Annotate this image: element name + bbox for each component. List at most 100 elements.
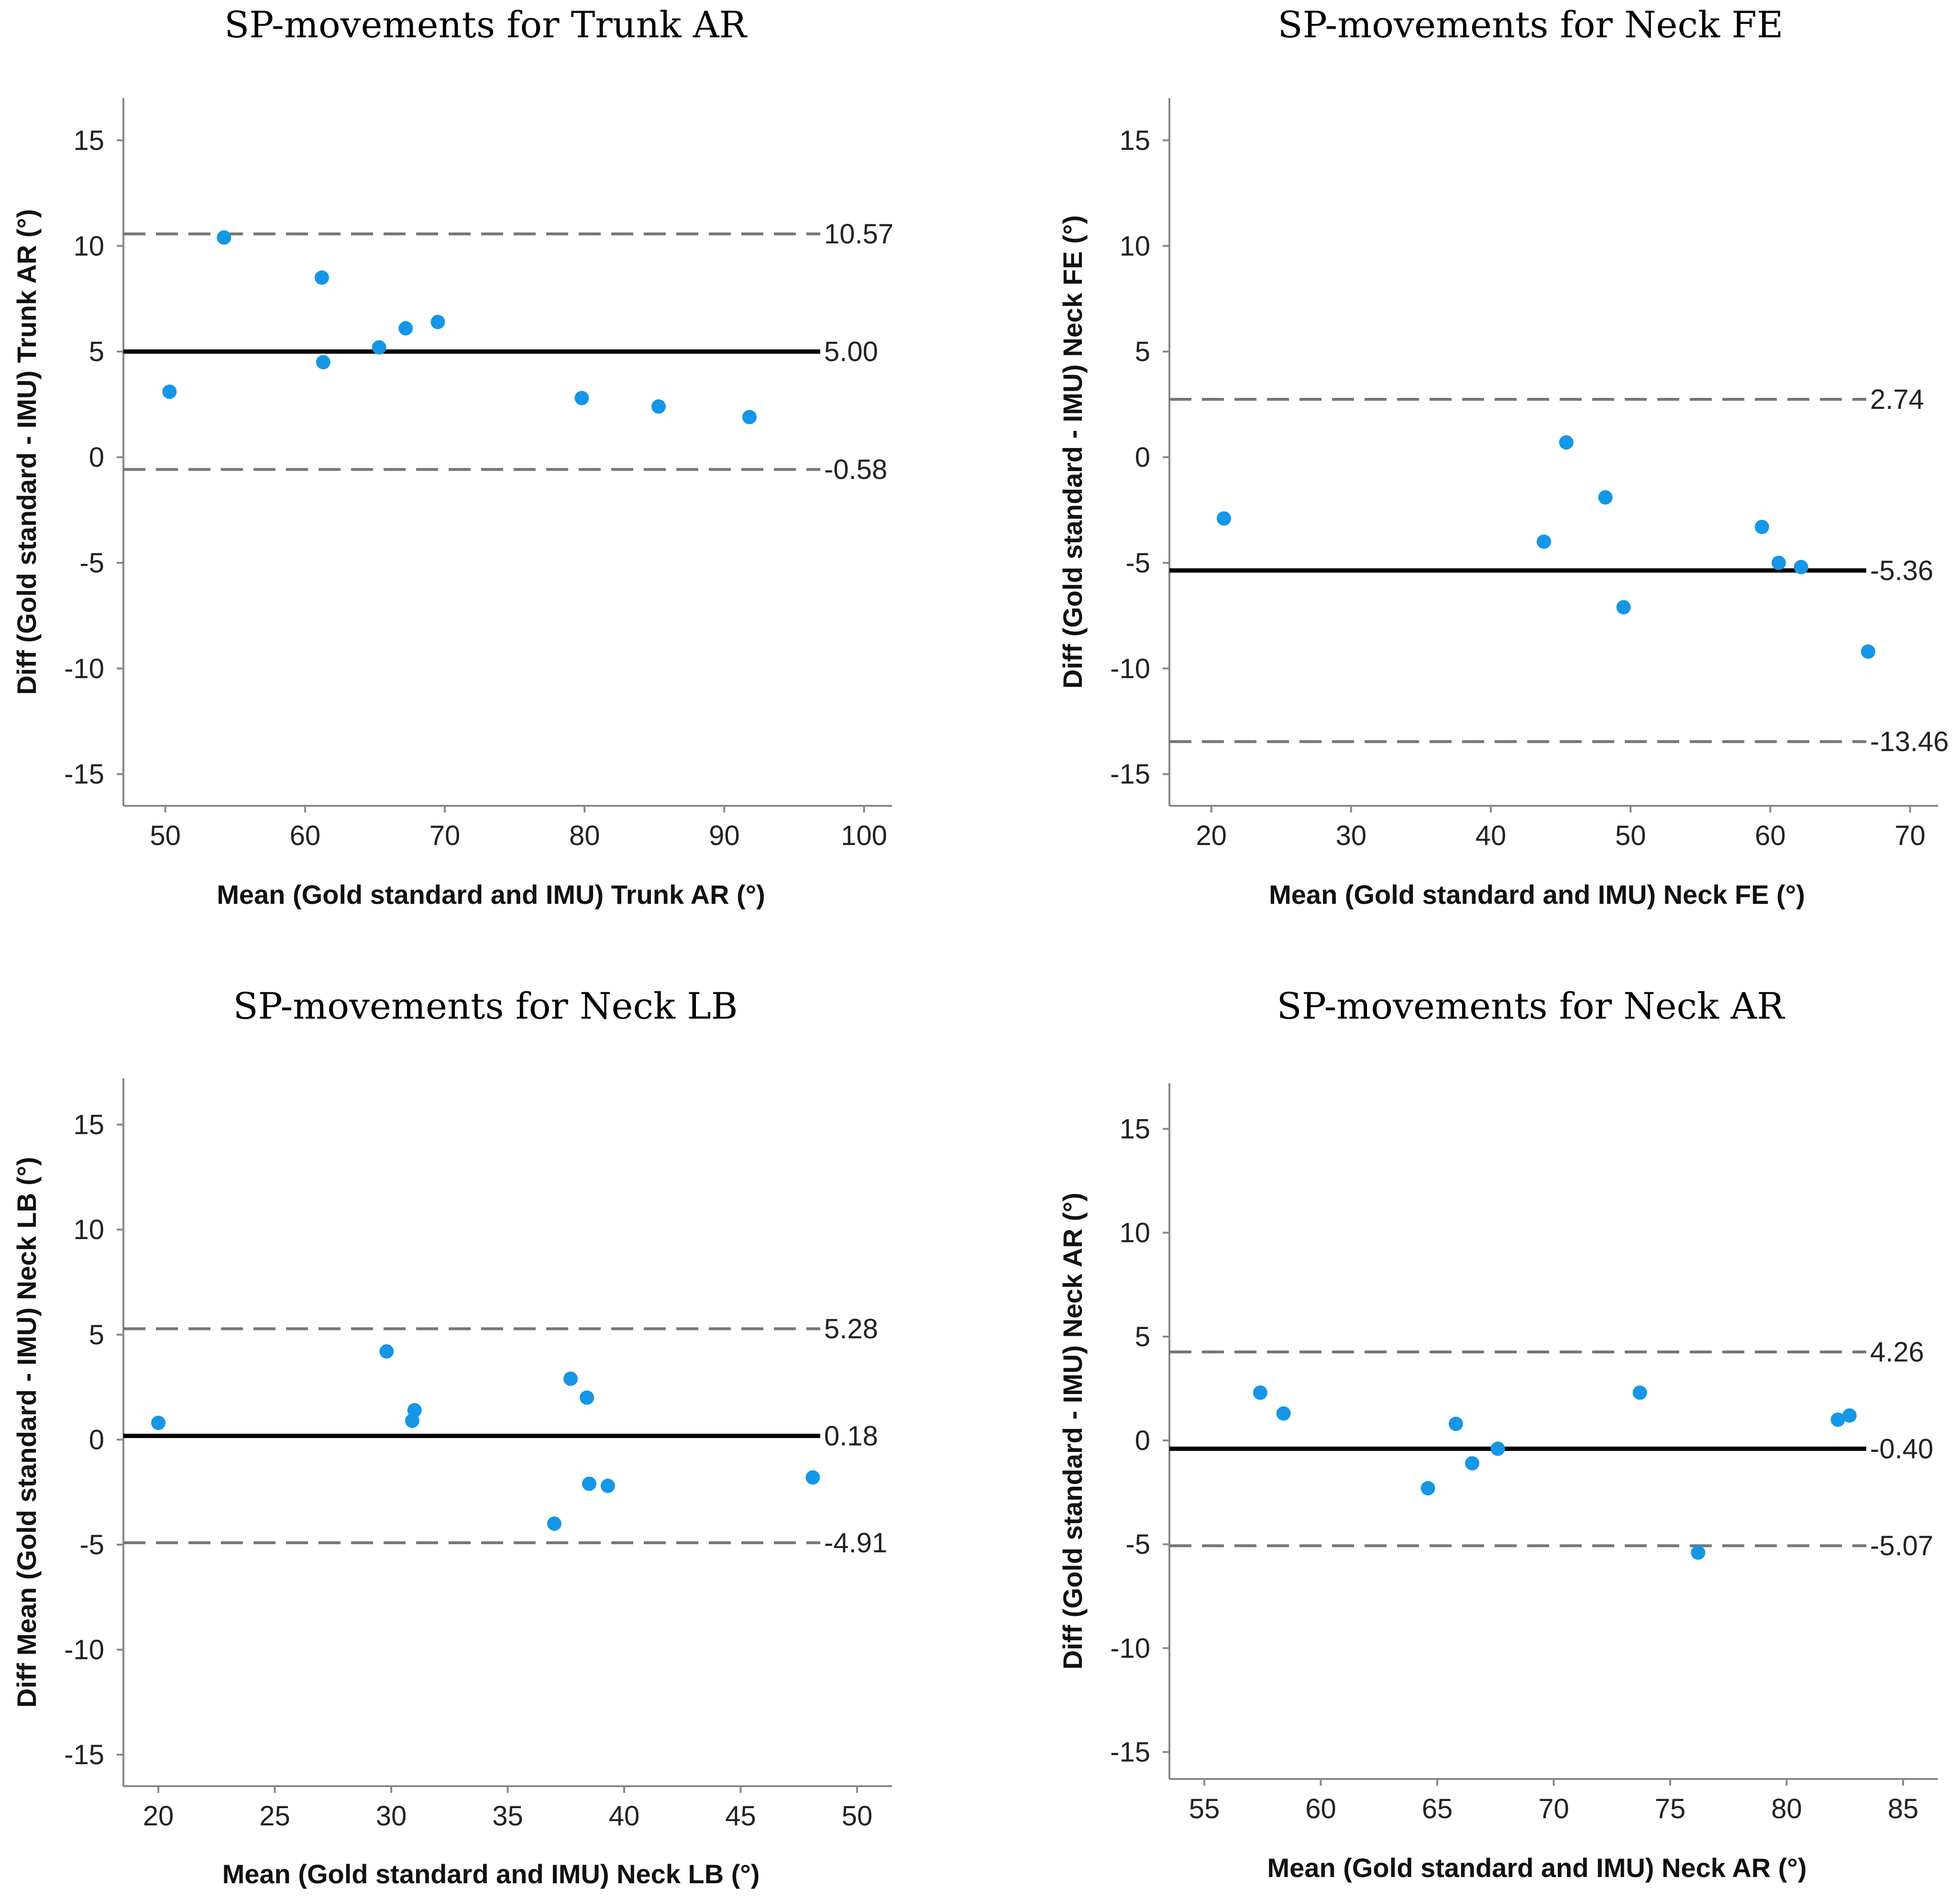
x-tick-label: 40: [1476, 820, 1507, 851]
upper-limit-label: 10.57: [824, 219, 893, 250]
y-tick-label: -10: [64, 653, 104, 684]
y-tick-label: -15: [64, 759, 104, 790]
y-tick-label: 0: [1135, 1425, 1150, 1456]
y-tick-label: -15: [1110, 759, 1150, 790]
y-tick-label: 15: [1119, 1114, 1150, 1145]
y-tick-label: -5: [79, 548, 104, 579]
mean-difference-label: 0.18: [824, 1420, 878, 1451]
chart-neck-lb: SP-movements for Neck LB151050-5-10-1520…: [11, 985, 892, 1889]
x-tick-label: 100: [841, 820, 887, 851]
x-tick-label: 90: [709, 820, 740, 851]
x-tick-label: 25: [259, 1801, 290, 1832]
y-axis-label: Diff (Gold standard - IMU) Neck FE (°): [1057, 215, 1088, 689]
y-tick-label: 5: [1135, 1321, 1150, 1352]
mean-difference-label: -5.36: [1870, 555, 1933, 586]
x-axis-label: Mean (Gold standard and IMU) Neck AR (°): [1267, 1853, 1807, 1883]
data-point: [1465, 1456, 1480, 1471]
chart-trunk-ar: SP-movements for Trunk AR151050-5-10-155…: [11, 3, 893, 910]
y-tick-label: 0: [89, 442, 104, 473]
y-tick-label: 15: [73, 1109, 104, 1141]
chart-title: SP-movements for Neck AR: [1277, 985, 1786, 1027]
x-axis-label: Mean (Gold standard and IMU) Trunk AR (°…: [217, 879, 765, 910]
upper-limit-label: 2.74: [1870, 384, 1924, 415]
data-point: [1691, 1545, 1706, 1560]
x-tick-label: 30: [376, 1801, 407, 1832]
data-point: [1861, 644, 1875, 659]
data-point: [1253, 1385, 1267, 1400]
y-tick-label: -15: [64, 1739, 104, 1770]
data-point: [563, 1372, 578, 1386]
data-point: [1842, 1408, 1857, 1423]
data-point: [379, 1344, 394, 1359]
chart-title: SP-movements for Neck LB: [233, 985, 738, 1027]
y-tick-label: -10: [1110, 1633, 1150, 1664]
data-point: [582, 1476, 596, 1491]
data-point: [651, 399, 666, 414]
x-tick-label: 75: [1655, 1793, 1686, 1824]
x-tick-label: 70: [429, 820, 461, 851]
x-tick-label: 85: [1888, 1793, 1919, 1824]
y-tick-label: -10: [1110, 653, 1150, 684]
x-tick-label: 20: [1196, 820, 1227, 851]
y-tick-label: 5: [89, 1319, 104, 1351]
y-tick-label: 5: [1135, 336, 1150, 367]
data-point: [1616, 600, 1631, 615]
y-tick-label: 5: [89, 336, 104, 367]
upper-limit-label: 4.26: [1870, 1337, 1924, 1368]
data-point: [1216, 511, 1231, 526]
data-point: [547, 1516, 562, 1531]
x-tick-label: 80: [1771, 1793, 1802, 1824]
data-point: [1632, 1385, 1647, 1400]
mean-difference-label: -0.40: [1870, 1433, 1933, 1464]
data-point: [1754, 519, 1769, 534]
x-tick-label: 60: [1305, 1793, 1336, 1824]
y-axis-label: Diff (Gold standard - IMU) Trunk AR (°): [11, 209, 42, 695]
x-tick-label: 70: [1538, 1793, 1569, 1824]
data-point: [316, 355, 330, 370]
x-tick-label: 70: [1894, 820, 1926, 851]
data-point: [1448, 1417, 1463, 1431]
data-point: [217, 230, 231, 245]
data-point: [600, 1478, 615, 1493]
y-tick-label: -5: [79, 1529, 104, 1560]
lower-limit-label: -0.58: [824, 454, 887, 485]
data-point: [398, 321, 413, 336]
chart-neck-fe: SP-movements for Neck FE151050-5-10-1520…: [1057, 3, 1949, 910]
mean-difference-label: 5.00: [824, 336, 878, 367]
x-tick-label: 60: [290, 820, 321, 851]
y-tick-label: 10: [1119, 231, 1150, 262]
data-point: [805, 1470, 820, 1485]
y-tick-label: 10: [73, 231, 104, 262]
x-tick-label: 40: [609, 1801, 640, 1832]
data-point: [580, 1390, 595, 1405]
data-point: [151, 1416, 166, 1430]
data-point: [1830, 1412, 1845, 1427]
data-point: [430, 315, 445, 329]
y-tick-label: -15: [1110, 1737, 1150, 1768]
data-point: [1794, 560, 1808, 574]
x-tick-label: 65: [1422, 1793, 1453, 1824]
x-tick-label: 50: [150, 820, 181, 851]
y-tick-label: 0: [89, 1424, 104, 1455]
lower-limit-label: -5.07: [1870, 1530, 1933, 1561]
data-point: [1771, 555, 1786, 570]
y-axis-label: Diff Mean (Gold standard - IMU) Neck LB …: [11, 1157, 42, 1708]
data-point: [162, 384, 177, 399]
data-point: [742, 410, 757, 425]
y-tick-label: -5: [1125, 1529, 1150, 1560]
x-tick-label: 60: [1755, 820, 1786, 851]
y-tick-label: -10: [64, 1635, 104, 1666]
chart-title: SP-movements for Trunk AR: [224, 3, 748, 46]
x-tick-label: 30: [1336, 820, 1367, 851]
data-point: [314, 270, 329, 285]
data-point: [372, 340, 386, 355]
y-tick-label: 15: [1119, 125, 1150, 156]
x-tick-label: 20: [143, 1801, 174, 1832]
data-point: [1420, 1481, 1435, 1495]
x-tick-label: 35: [492, 1801, 523, 1832]
data-point: [1276, 1406, 1291, 1421]
x-tick-label: 50: [842, 1801, 873, 1832]
upper-limit-label: 5.28: [824, 1313, 878, 1344]
x-tick-label: 80: [569, 820, 600, 851]
